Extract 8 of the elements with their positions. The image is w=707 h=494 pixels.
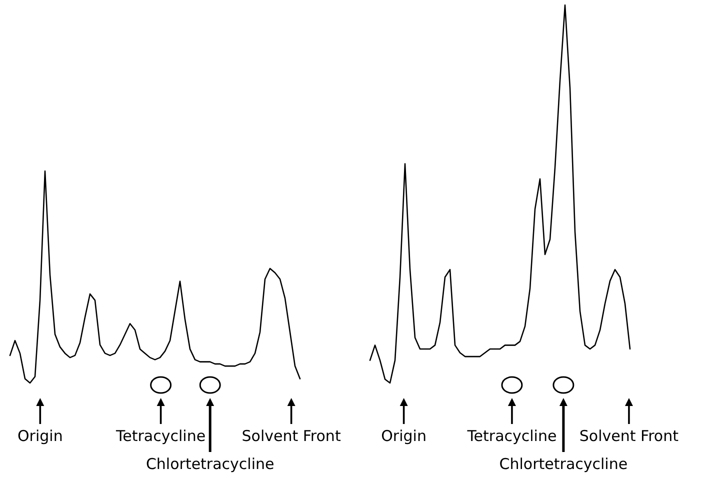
text: Origin	[381, 427, 426, 445]
text: Solvent Front	[579, 427, 678, 445]
text: Chlortetracycline	[499, 455, 628, 473]
text: Solvent Front	[242, 427, 341, 445]
text: Tetracycline	[116, 427, 206, 445]
text: Tetracycline	[467, 427, 557, 445]
text: Origin	[17, 427, 63, 445]
text: Chlortetracycline	[146, 455, 274, 473]
